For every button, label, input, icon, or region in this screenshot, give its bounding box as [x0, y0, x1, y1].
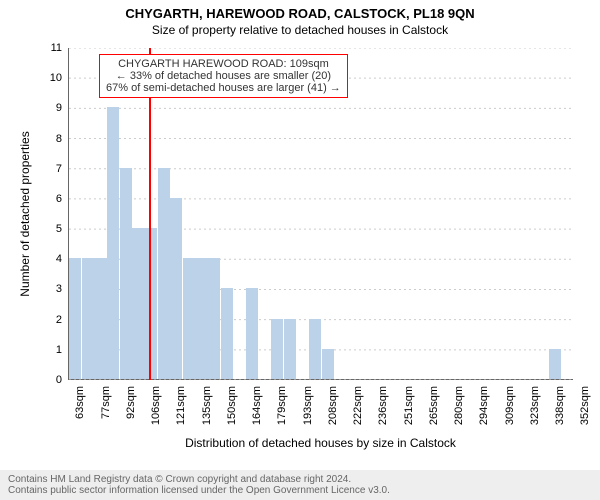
- x-tick-label: 193sqm: [302, 386, 314, 425]
- histogram-bar: [221, 288, 233, 379]
- histogram-bar: [284, 319, 296, 379]
- x-tick-label: 309sqm: [504, 386, 516, 425]
- y-tick-label: 7: [40, 163, 62, 175]
- x-tick-label: 280sqm: [453, 386, 465, 425]
- x-tick-label: 63sqm: [74, 386, 86, 419]
- footer: Contains HM Land Registry data © Crown c…: [0, 470, 600, 500]
- histogram-bar: [120, 168, 132, 379]
- histogram-bar: [309, 319, 321, 379]
- y-tick-label: 11: [40, 42, 62, 54]
- y-tick-label: 3: [40, 283, 62, 295]
- plot-area: CHYGARTH HAREWOOD ROAD: 109sqm← 33% of d…: [68, 48, 573, 380]
- histogram-bar: [69, 258, 81, 379]
- x-tick-label: 294sqm: [478, 386, 490, 425]
- y-tick-label: 1: [40, 344, 62, 356]
- callout-line: ← 33% of detached houses are smaller (20…: [106, 70, 341, 82]
- x-tick-label: 265sqm: [428, 386, 440, 425]
- histogram-bar: [208, 258, 220, 379]
- histogram-bar: [132, 228, 144, 379]
- histogram-bar: [549, 349, 561, 379]
- x-tick-label: 135sqm: [201, 386, 213, 425]
- histogram-bar: [183, 258, 195, 379]
- x-tick-label: 251sqm: [403, 386, 415, 425]
- histogram-bar: [170, 198, 182, 379]
- callout-line: 67% of semi-detached houses are larger (…: [106, 82, 341, 94]
- y-tick-label: 5: [40, 223, 62, 235]
- property-callout: CHYGARTH HAREWOOD ROAD: 109sqm← 33% of d…: [99, 54, 348, 98]
- y-tick-label: 8: [40, 133, 62, 145]
- histogram-bar: [158, 168, 170, 379]
- y-tick-label: 0: [40, 374, 62, 386]
- histogram-bar: [195, 258, 207, 379]
- y-tick-label: 2: [40, 314, 62, 326]
- histogram-bar: [107, 107, 119, 379]
- y-axis-label: Number of detached properties: [18, 48, 32, 380]
- footer-line-2: Contains public sector information licen…: [8, 485, 592, 496]
- x-tick-label: 179sqm: [276, 386, 288, 425]
- x-tick-label: 338sqm: [554, 386, 566, 425]
- callout-line: CHYGARTH HAREWOOD ROAD: 109sqm: [106, 58, 341, 70]
- footer-line-1: Contains HM Land Registry data © Crown c…: [8, 474, 592, 485]
- histogram-bar: [94, 258, 106, 379]
- x-tick-label: 352sqm: [579, 386, 591, 425]
- x-tick-label: 222sqm: [352, 386, 364, 425]
- y-tick-label: 9: [40, 102, 62, 114]
- histogram-bar: [322, 349, 334, 379]
- x-tick-label: 164sqm: [251, 386, 263, 425]
- x-tick-label: 323sqm: [529, 386, 541, 425]
- histogram-bar: [82, 258, 94, 379]
- x-tick-label: 150sqm: [226, 386, 238, 425]
- x-tick-label: 121sqm: [175, 386, 187, 425]
- histogram-bar: [271, 319, 283, 379]
- histogram-bar: [246, 288, 258, 379]
- histogram-bar: [145, 228, 157, 379]
- x-tick-label: 92sqm: [125, 386, 137, 419]
- x-tick-label: 236sqm: [377, 386, 389, 425]
- y-tick-label: 6: [40, 193, 62, 205]
- x-axis-label: Distribution of detached houses by size …: [68, 436, 573, 450]
- x-tick-label: 77sqm: [100, 386, 112, 419]
- x-tick-label: 106sqm: [150, 386, 162, 425]
- y-tick-label: 4: [40, 253, 62, 265]
- y-tick-label: 10: [40, 72, 62, 84]
- x-tick-label: 208sqm: [327, 386, 339, 425]
- chart-container: CHYGARTH HAREWOOD ROAD: 109sqm← 33% of d…: [0, 0, 600, 468]
